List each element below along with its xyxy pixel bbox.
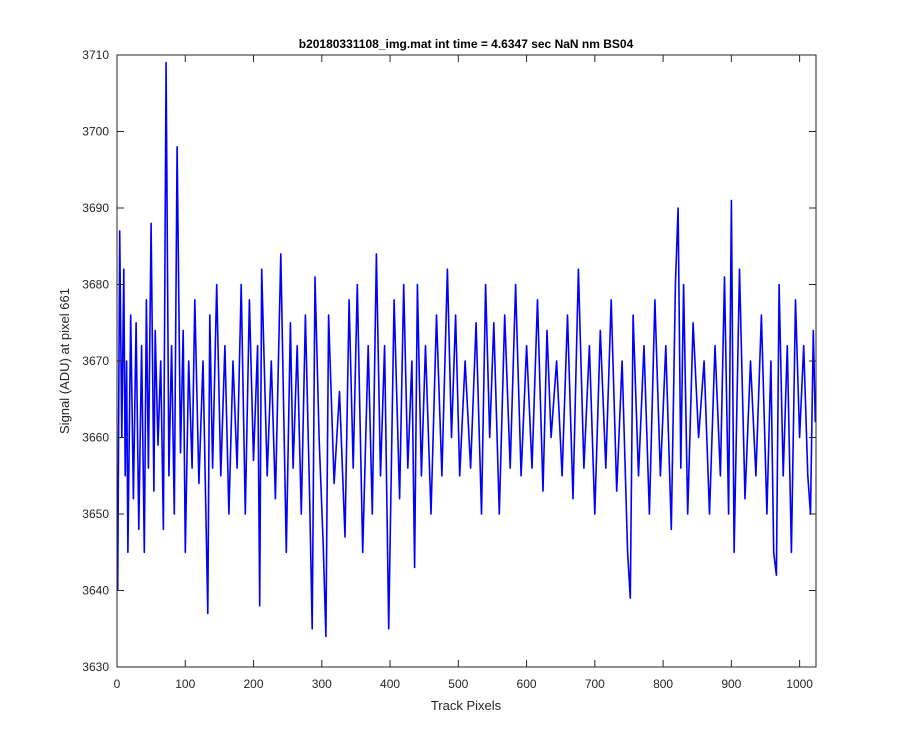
y-tick-label: 3700 bbox=[82, 125, 109, 139]
y-tick-label: 3640 bbox=[82, 584, 109, 598]
x-tick-label: 700 bbox=[585, 677, 605, 691]
x-tick-label: 400 bbox=[380, 677, 400, 691]
plot-background bbox=[117, 55, 816, 667]
x-tick-label: 500 bbox=[448, 677, 468, 691]
y-axis-label: Signal (ADU) at pixel 661 bbox=[57, 288, 72, 434]
x-tick-label: 200 bbox=[244, 677, 264, 691]
x-tick-label: 100 bbox=[175, 677, 195, 691]
series-line-0 bbox=[116, 61, 817, 638]
x-axis-label: Track Pixels bbox=[431, 698, 502, 713]
y-tick-label: 3690 bbox=[82, 201, 109, 215]
series-layer bbox=[116, 61, 817, 638]
x-tick-label: 600 bbox=[517, 677, 537, 691]
x-tick-label: 1000 bbox=[786, 677, 813, 691]
y-tick-label: 3680 bbox=[82, 278, 109, 292]
x-tick-label: 900 bbox=[721, 677, 741, 691]
chart-title: b20180331108_img.mat int time = 4.6347 s… bbox=[299, 37, 634, 51]
x-tick-label: 300 bbox=[312, 677, 332, 691]
y-tick-label: 3660 bbox=[82, 431, 109, 445]
ticks-layer: 0 100 200 300 400 500 600 700 800 900 1000 3630 3640… bbox=[82, 48, 816, 691]
x-tick-label: 0 bbox=[114, 677, 121, 691]
y-tick-label: 3650 bbox=[82, 507, 109, 521]
y-tick-label: 3630 bbox=[82, 660, 109, 674]
y-tick-label: 3710 bbox=[82, 48, 109, 62]
y-tick-label: 3670 bbox=[82, 354, 109, 368]
x-tick-label: 800 bbox=[653, 677, 673, 691]
